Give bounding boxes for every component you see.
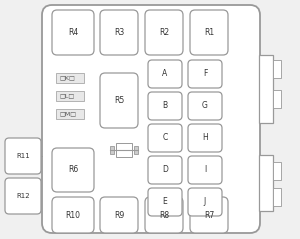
Bar	[259, 55, 273, 123]
Text: □K□: □K□	[59, 76, 75, 81]
Bar	[56, 73, 84, 83]
Text: R9: R9	[114, 211, 124, 219]
Text: □L□: □L□	[59, 93, 74, 98]
Text: I: I	[204, 165, 206, 174]
FancyBboxPatch shape	[100, 73, 138, 128]
FancyBboxPatch shape	[190, 197, 228, 233]
Text: □M□: □M□	[59, 112, 76, 116]
Text: C: C	[162, 134, 168, 142]
Text: R8: R8	[159, 211, 169, 219]
Bar	[56, 109, 84, 119]
Text: R5: R5	[114, 96, 124, 105]
Text: R12: R12	[16, 193, 30, 199]
Bar	[273, 90, 281, 108]
FancyBboxPatch shape	[52, 197, 94, 233]
FancyBboxPatch shape	[148, 156, 182, 184]
FancyBboxPatch shape	[148, 60, 182, 88]
Text: R1: R1	[204, 28, 214, 37]
FancyBboxPatch shape	[188, 188, 222, 216]
FancyBboxPatch shape	[188, 156, 222, 184]
FancyBboxPatch shape	[100, 10, 138, 55]
FancyBboxPatch shape	[5, 138, 41, 174]
FancyBboxPatch shape	[188, 92, 222, 120]
Text: F: F	[203, 70, 207, 78]
FancyBboxPatch shape	[190, 10, 228, 55]
Text: R6: R6	[68, 165, 78, 174]
Text: R11: R11	[16, 153, 30, 159]
Text: R3: R3	[114, 28, 124, 37]
Text: R7: R7	[204, 211, 214, 219]
Text: J: J	[204, 197, 206, 206]
Text: R10: R10	[65, 211, 80, 219]
FancyBboxPatch shape	[188, 124, 222, 152]
FancyBboxPatch shape	[145, 197, 183, 233]
Bar	[273, 60, 281, 78]
Text: H: H	[202, 134, 208, 142]
FancyBboxPatch shape	[52, 148, 94, 192]
Text: R2: R2	[159, 28, 169, 37]
Text: G: G	[202, 102, 208, 110]
Bar	[110, 146, 115, 154]
Text: E: E	[163, 197, 167, 206]
Bar	[134, 146, 138, 154]
Bar	[259, 155, 273, 211]
FancyBboxPatch shape	[52, 10, 94, 55]
Bar	[273, 162, 281, 180]
Text: R4: R4	[68, 28, 78, 37]
Bar	[56, 91, 84, 101]
Bar	[273, 188, 281, 206]
FancyBboxPatch shape	[145, 10, 183, 55]
Text: D: D	[162, 165, 168, 174]
Bar	[116, 143, 132, 157]
Text: B: B	[162, 102, 168, 110]
FancyBboxPatch shape	[148, 92, 182, 120]
FancyBboxPatch shape	[5, 178, 41, 214]
FancyBboxPatch shape	[100, 197, 138, 233]
FancyBboxPatch shape	[188, 60, 222, 88]
FancyBboxPatch shape	[148, 124, 182, 152]
FancyBboxPatch shape	[42, 5, 260, 233]
Text: A: A	[162, 70, 168, 78]
FancyBboxPatch shape	[148, 188, 182, 216]
